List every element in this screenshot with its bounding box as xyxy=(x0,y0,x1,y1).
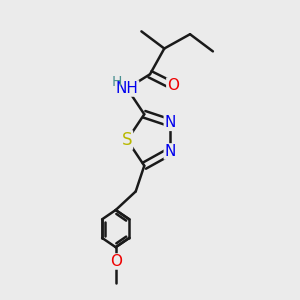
Text: H: H xyxy=(112,75,122,89)
Text: S: S xyxy=(122,131,132,149)
Text: N: N xyxy=(164,144,176,159)
Text: N: N xyxy=(164,115,176,130)
Text: NH: NH xyxy=(116,81,139,96)
Text: O: O xyxy=(110,254,122,269)
Text: O: O xyxy=(167,78,179,93)
